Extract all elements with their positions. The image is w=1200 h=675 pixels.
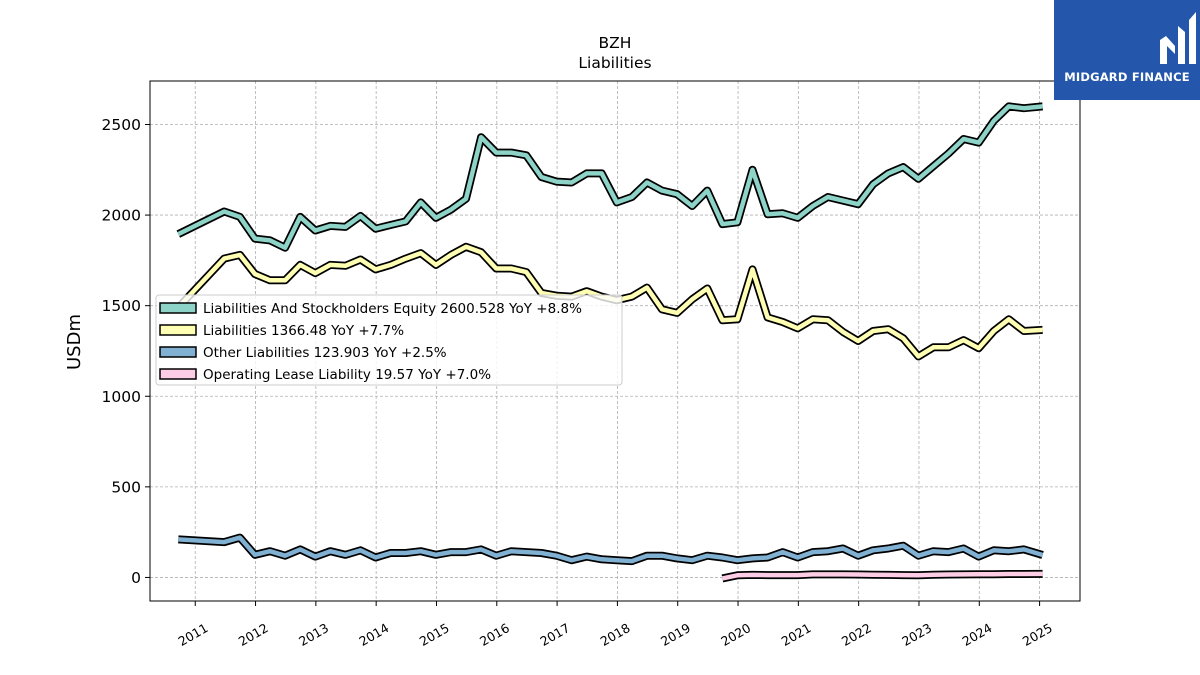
x-tick-label: 2015 [417,620,452,649]
series-line [176,244,1043,359]
x-tick-label: 2012 [236,620,271,649]
x-tick-label: 2018 [598,620,633,649]
series-line [721,571,1043,581]
legend-item-other-liabilities: Other Liabilities 123.903 YoY +2.5% [159,345,447,361]
x-tick-label: 2013 [296,620,331,649]
series-operating-lease-liability [721,569,1043,583]
x-tick-label: 2021 [779,620,814,649]
legend-swatch [159,346,197,358]
legend-item-liabilities-and-stockholders-equity: Liabilities And Stockholders Equity 2600… [159,301,582,317]
plot-series [175,102,1044,583]
series-other-liabilities [178,533,1044,566]
logo-text: MIDGARD FINANCE [1064,70,1190,84]
legend: Liabilities And Stockholders Equity 2600… [155,294,623,386]
legend-box [155,294,623,386]
x-tick-label: 2020 [718,620,753,649]
series-line [178,535,1044,564]
x-axis: 2011 2012 2013 2014 2015 2016 2017 2018 2019 2020… [175,601,1055,649]
y-axis: 0 500 1000 1500 2000 2500 [102,116,150,587]
x-tick-label: 2024 [960,620,995,649]
x-tick-label: 2017 [537,620,572,649]
chart-subtitle: Liabilities [578,54,651,72]
y-tick-label: 2500 [102,116,141,134]
series-liabilities-and-stockholders-equity [176,102,1043,252]
x-tick-label: 2019 [658,620,693,649]
legend-swatch [159,368,197,380]
y-tick-label: 1000 [102,388,141,406]
y-tick-label: 1500 [102,297,141,315]
x-tick-label: 2023 [899,620,934,649]
legend-label: Other Liabilities 123.903 YoY +2.5% [203,345,447,361]
series-liabilities [175,242,1043,361]
legend-item-operating-lease-liability: Operating Lease Liability 19.57 YoY +7.0… [159,367,491,383]
x-tick-label: 2014 [356,620,391,649]
legend-swatch [159,324,197,336]
midgard-logo-icon [1160,12,1196,64]
y-tick-label: 0 [131,569,141,587]
legend-swatch [159,302,197,314]
y-tick-label: 2000 [102,207,141,225]
x-tick-label: 2022 [839,620,874,649]
chart-title: BZH [599,34,632,52]
midgard-finance-logo: MIDGARD FINANCE [1054,0,1200,100]
y-axis-label: USDm [64,314,85,370]
series-line [177,104,1043,250]
legend-label: Liabilities 1366.48 YoY +7.7% [203,323,404,339]
x-tick-label: 2011 [175,620,210,649]
x-tick-label: 2025 [1020,620,1055,649]
x-tick-label: 2016 [477,620,512,649]
legend-label: Liabilities And Stockholders Equity 2600… [203,301,582,317]
legend-label: Operating Lease Liability 19.57 YoY +7.0… [203,367,491,383]
plot-area-frame [149,80,1081,602]
y-tick-label: 500 [111,478,141,496]
legend-item-liabilities: Liabilities 1366.48 YoY +7.7% [159,323,404,339]
